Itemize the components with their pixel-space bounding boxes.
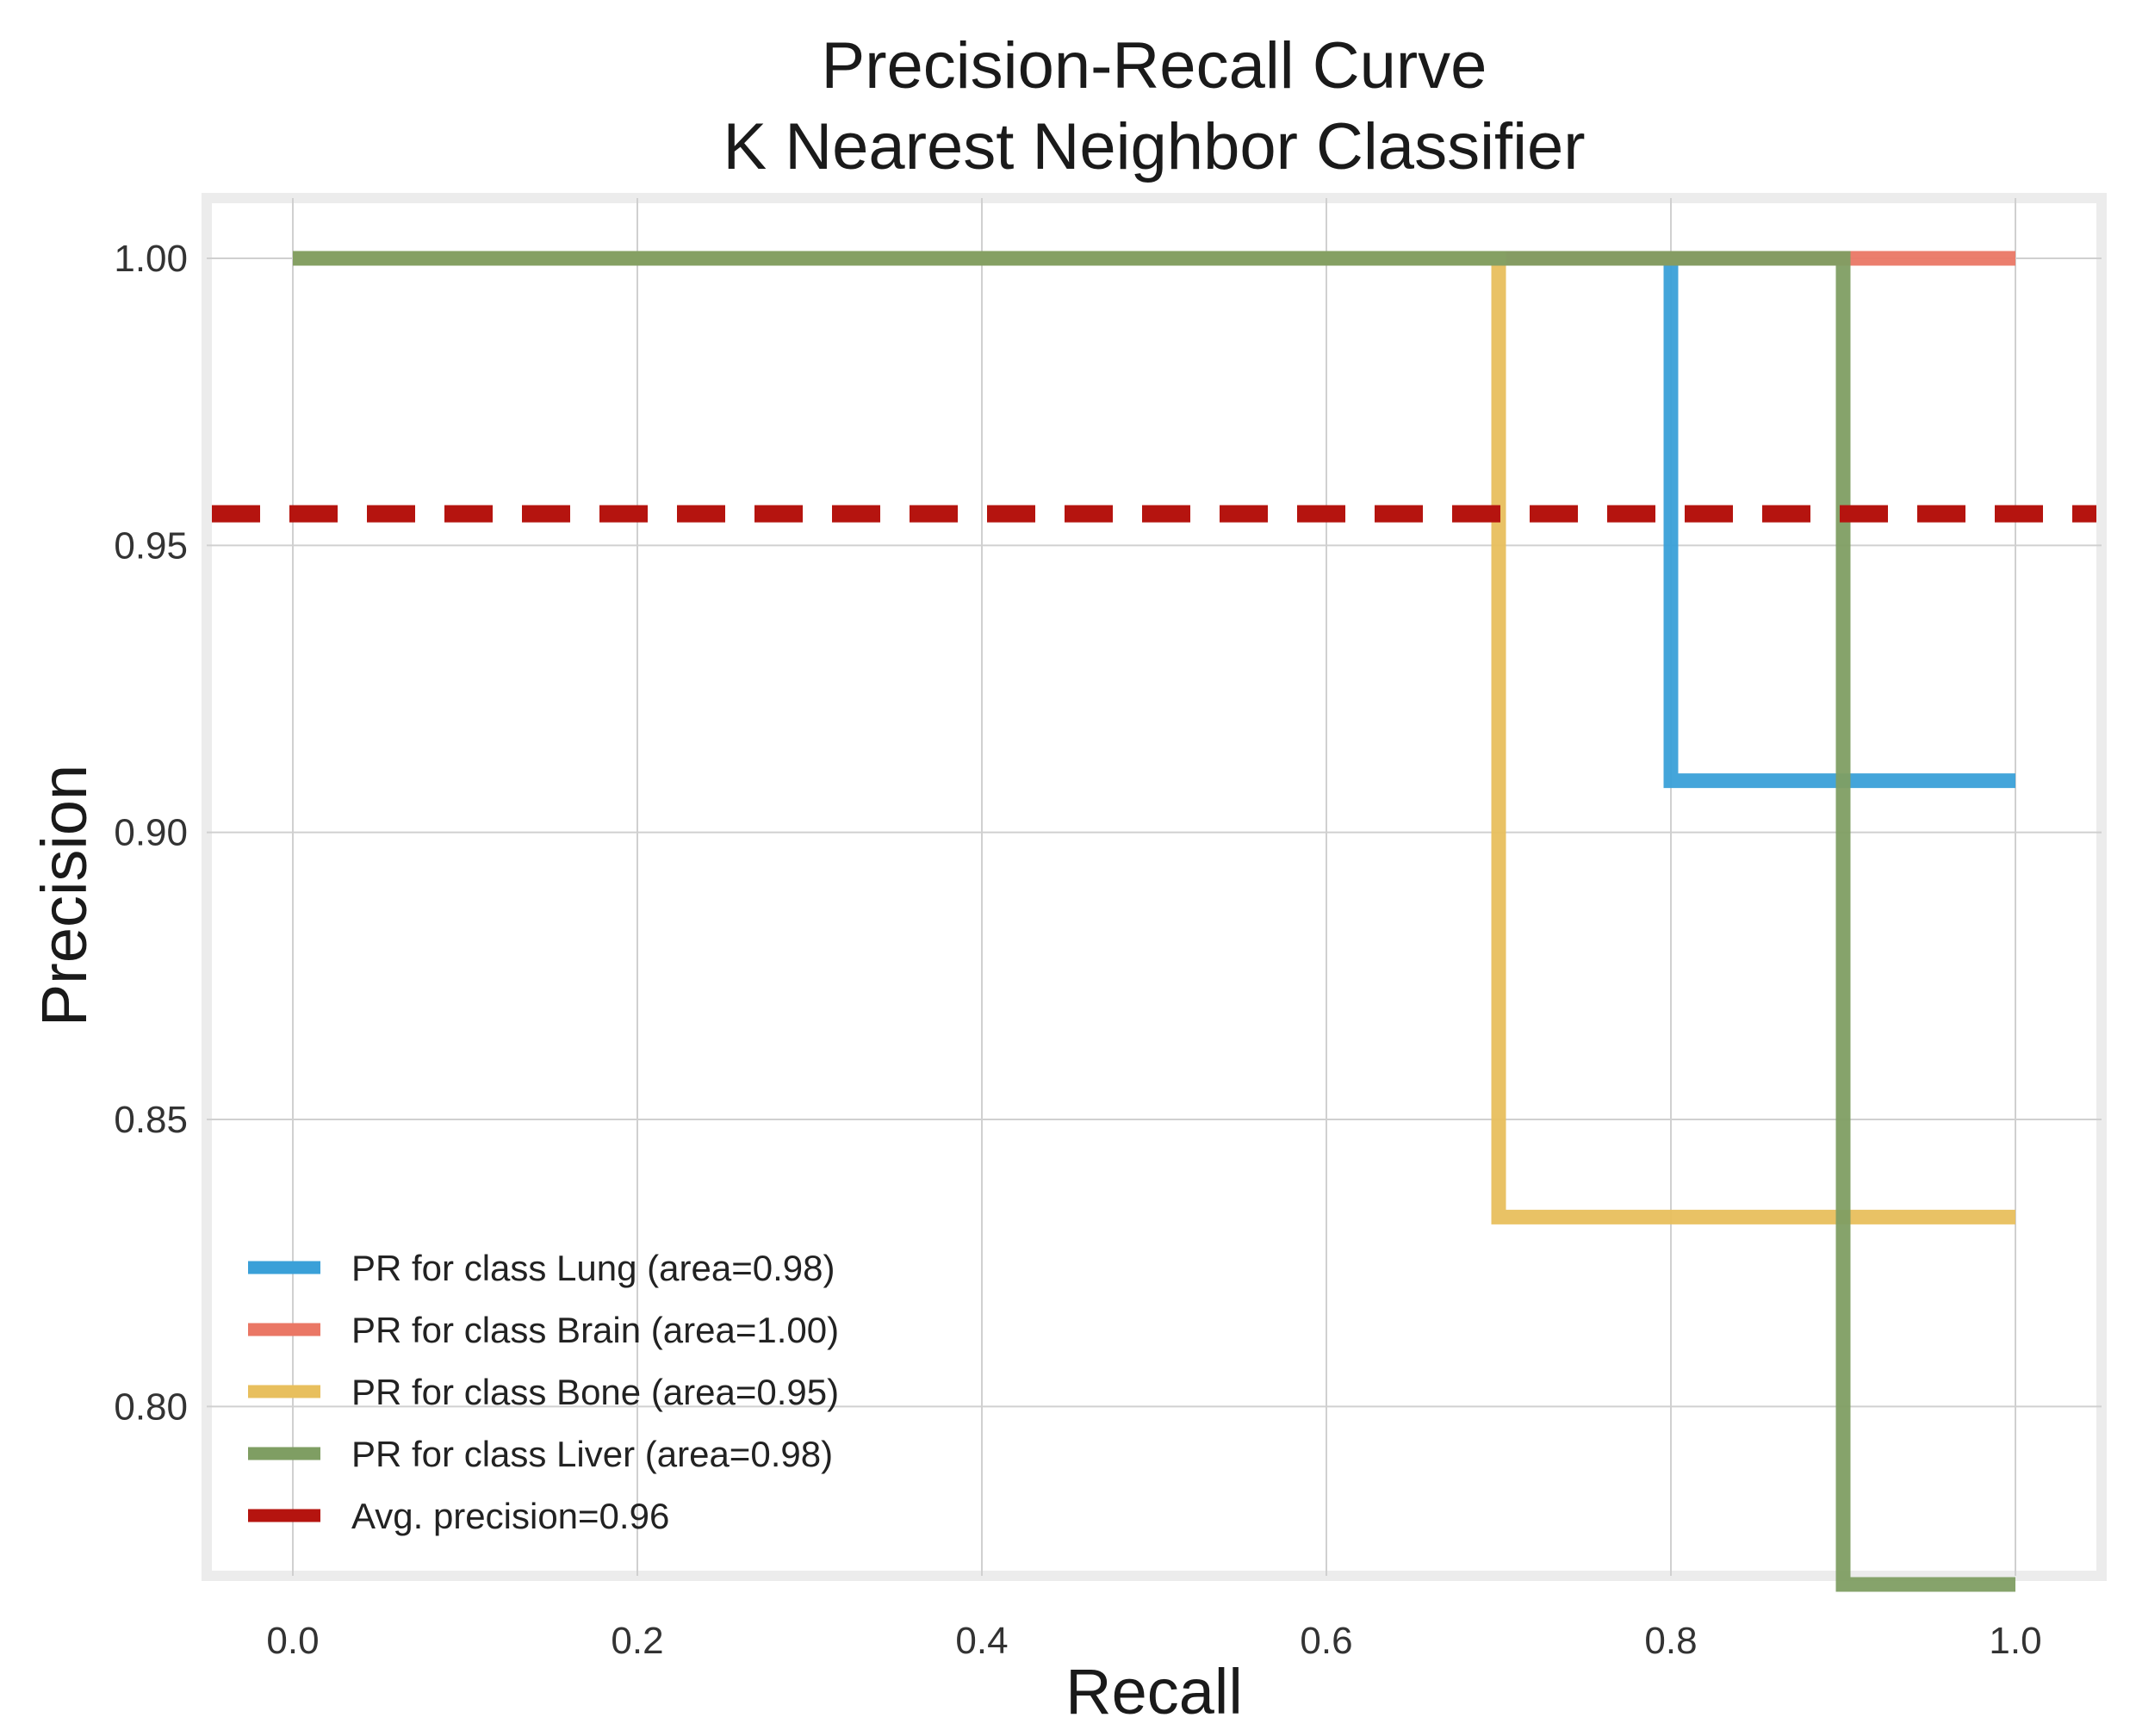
plot-background	[202, 193, 2107, 1581]
y-tick-labels: 0.80 0.85 0.90 0.95 1.00	[114, 238, 188, 1428]
x-axis-label: Recall	[1065, 1656, 1243, 1727]
legend-label: Avg. precision=0.96	[351, 1496, 669, 1536]
chart-subtitle: K Nearest Neighbor Classifier	[723, 110, 1585, 183]
x-tick-label: 0.4	[955, 1620, 1008, 1662]
plot-area	[202, 193, 2107, 1581]
legend-label: PR for class Bone (area=0.95)	[351, 1372, 839, 1412]
legend-label: PR for class Liver (area=0.98)	[351, 1434, 833, 1474]
y-tick-label: 0.90	[114, 812, 188, 854]
legend: PR for class Lung (area=0.98) PR for clas…	[248, 1248, 839, 1536]
legend-label: PR for class Lung (area=0.98)	[351, 1248, 835, 1288]
y-tick-label: 0.95	[114, 524, 188, 567]
y-tick-label: 0.85	[114, 1099, 188, 1141]
y-tick-label: 0.80	[114, 1386, 188, 1428]
x-tick-label: 0.8	[1644, 1620, 1697, 1662]
chart-title: Precision-Recall Curve	[822, 29, 1487, 102]
x-tick-labels: 0.0 0.2 0.4 0.6 0.8 1.0	[266, 1620, 2041, 1662]
x-tick-label: 0.0	[266, 1620, 319, 1662]
x-tick-label: 0.2	[611, 1620, 663, 1662]
series-line-liver	[293, 251, 2015, 1592]
x-tick-label: 1.0	[1989, 1620, 2041, 1662]
y-tick-label: 1.00	[114, 238, 188, 280]
y-axis-label: Precision	[28, 765, 100, 1026]
series-layer	[293, 251, 2015, 1592]
legend-label: PR for class Brain (area=1.00)	[351, 1310, 839, 1350]
x-tick-label: 0.6	[1300, 1620, 1352, 1662]
